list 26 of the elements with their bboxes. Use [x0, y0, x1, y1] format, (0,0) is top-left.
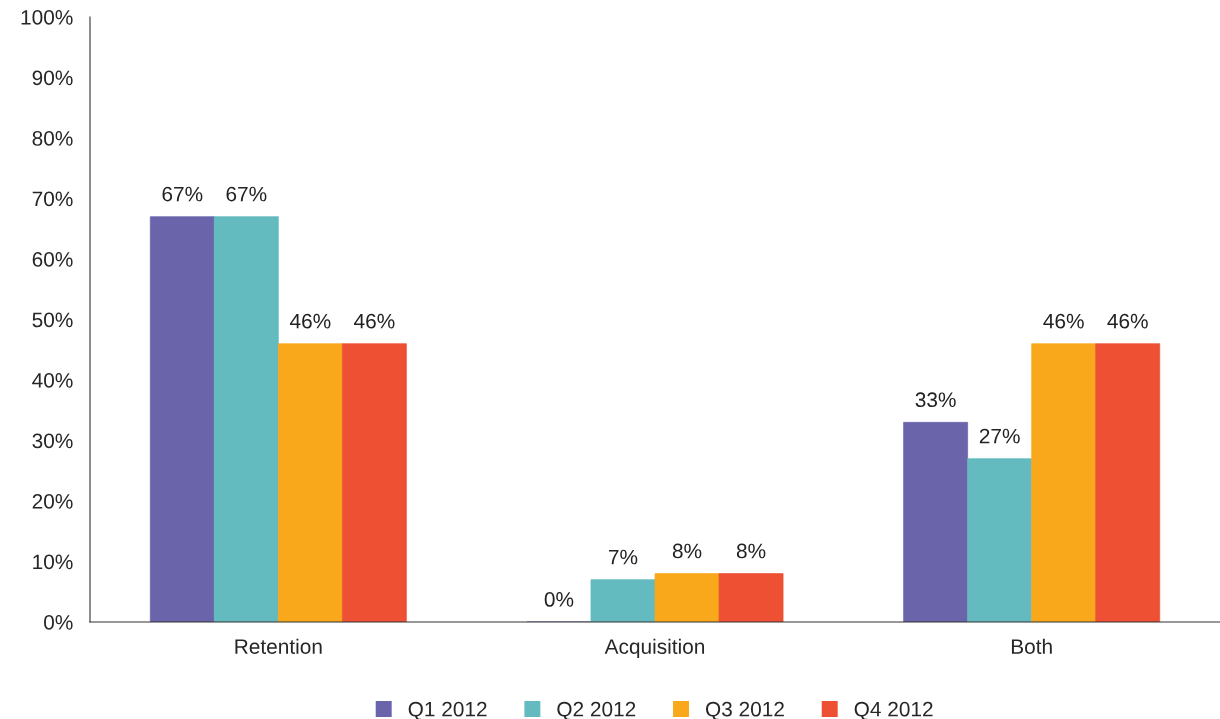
y-tick-label: 90%	[32, 70, 73, 86]
data-label: 8%	[736, 543, 766, 559]
y-tick-label: 30%	[32, 433, 73, 449]
y-tick-label: 60%	[32, 252, 73, 267]
y-tick-label: 100%	[21, 10, 73, 25]
data-label: 8%	[672, 543, 702, 559]
data-label: 67%	[226, 186, 267, 202]
y-tick-label: 20%	[32, 494, 73, 509]
y-tick-label: 40%	[32, 373, 73, 388]
x-tick-label: Both	[1011, 638, 1052, 654]
y-tick-label: 10%	[33, 554, 73, 570]
data-label: 27%	[979, 428, 1020, 444]
y-tick-label: 0%	[44, 615, 73, 630]
data-label: 46%	[289, 313, 331, 329]
data-label: 46%	[1043, 313, 1084, 329]
data-label: 0%	[544, 592, 574, 607]
y-tick-label: 80%	[32, 131, 73, 146]
y-tick-label: 70%	[32, 191, 73, 207]
y-tick-label: 50%	[32, 312, 73, 328]
data-label: 33%	[915, 392, 956, 408]
x-tick-label: Acquisition	[604, 638, 705, 659]
data-label: 46%	[354, 313, 395, 329]
x-tick-label: Retention	[235, 638, 322, 654]
data-label: 7%	[609, 549, 638, 565]
data-label: 67%	[162, 186, 203, 202]
data-label: 46%	[1107, 313, 1148, 329]
